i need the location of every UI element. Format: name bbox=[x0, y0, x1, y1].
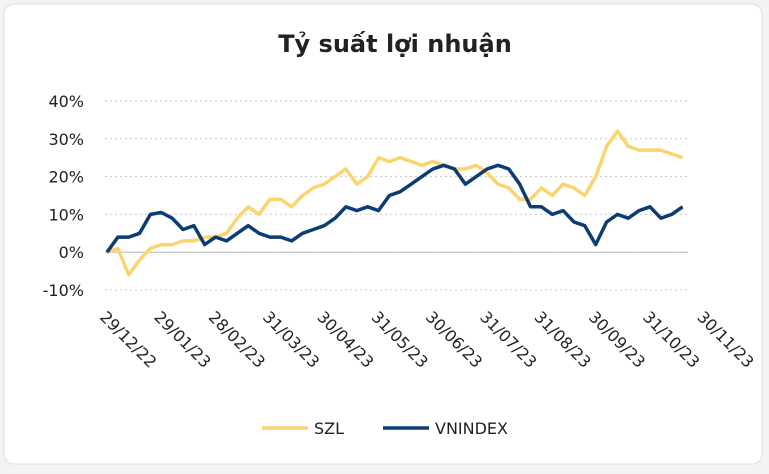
legend-label: SZL bbox=[314, 419, 344, 438]
chart-title: Tỷ suất lợi nhuận bbox=[278, 30, 512, 58]
series-line bbox=[106, 129, 684, 277]
y-tick-label: 10% bbox=[48, 205, 84, 224]
y-tick-label: 30% bbox=[48, 130, 84, 149]
series-line bbox=[105, 163, 684, 254]
legend-label: VNINDEX bbox=[435, 419, 508, 438]
y-tick-label: -10% bbox=[43, 281, 84, 300]
y-tick-label: 20% bbox=[48, 168, 84, 187]
card bbox=[3, 3, 763, 465]
y-tick-label: 0% bbox=[59, 243, 84, 262]
y-tick-label: 40% bbox=[48, 92, 84, 111]
